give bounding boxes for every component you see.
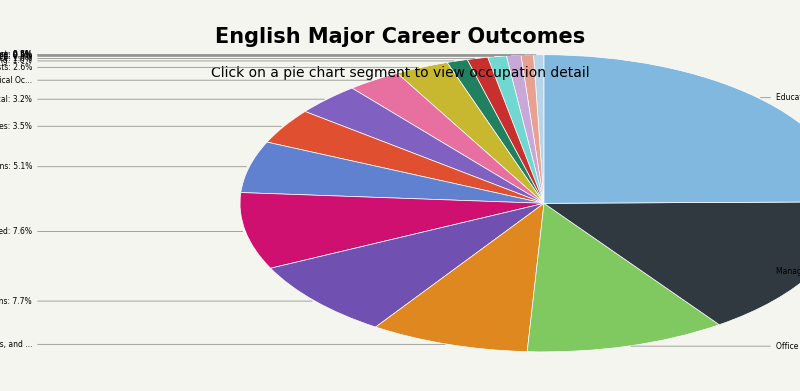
Wedge shape: [447, 59, 544, 203]
Text: Food Preparation and Serving: 1.0%: Food Preparation and Serving: 1.0%: [0, 56, 454, 65]
Text: Sales and Related: 7.6%: Sales and Related: 7.6%: [0, 227, 242, 236]
Wedge shape: [240, 192, 544, 268]
Wedge shape: [241, 142, 544, 203]
Text: English Major Career Outcomes: English Major Career Outcomes: [215, 27, 585, 47]
Wedge shape: [267, 111, 544, 203]
Wedge shape: [270, 203, 544, 327]
Text: Management, Business, Science, and Arts ...: Management, Business, Science, and Arts …: [776, 267, 800, 276]
Text: Arts, Design, Entertainment, Sports, and ...: Arts, Design, Entertainment, Sports, and…: [0, 340, 446, 349]
Wedge shape: [488, 56, 544, 203]
Wedge shape: [376, 203, 544, 352]
Text: Click on a pie chart segment to view occupation detail: Click on a pie chart segment to view occ…: [210, 66, 590, 81]
Text: Protective Service: 1.0%: Protective Service: 1.0%: [0, 54, 474, 63]
Wedge shape: [506, 55, 544, 203]
Text: Community and Social Services: 3.5%: Community and Social Services: 3.5%: [0, 122, 282, 131]
Text: Office and Administrative Support: 9.7%: Office and Administrative Support: 9.7%: [630, 342, 800, 351]
Text: Life, Physical, and Social Science: 0.9%: Life, Physical, and Social Science: 0.9%: [0, 52, 494, 61]
Text: Healthcare Support: 0.5%: Healthcare Support: 0.5%: [0, 50, 536, 59]
Text: Healthcare Practitioners and Technical Oc...: Healthcare Practitioners and Technical O…: [0, 76, 371, 85]
Text: Computer and Mathematical: 3.2%: Computer and Mathematical: 3.2%: [0, 95, 325, 104]
Text: Business Operations: 5.1%: Business Operations: 5.1%: [0, 162, 246, 171]
Text: Transportation and Material Moving: 0.7%: Transportation and Material Moving: 0.7%: [0, 51, 511, 60]
Wedge shape: [305, 88, 544, 203]
Wedge shape: [544, 202, 800, 325]
Text: Education, Training, and Library: 22.6%: Education, Training, and Library: 22.6%: [761, 93, 800, 102]
Wedge shape: [521, 55, 544, 203]
Wedge shape: [534, 55, 544, 203]
Text: Legal Occupations: 7.7%: Legal Occupations: 7.7%: [0, 297, 312, 306]
Wedge shape: [467, 57, 544, 203]
Text: Financial Specialists: 2.6%: Financial Specialists: 2.6%: [0, 63, 419, 72]
Wedge shape: [352, 73, 544, 203]
Wedge shape: [397, 63, 544, 203]
Wedge shape: [527, 203, 719, 352]
Text: Personal Care and Service: 0.6%: Personal Care and Service: 0.6%: [0, 50, 525, 59]
Wedge shape: [544, 55, 800, 203]
